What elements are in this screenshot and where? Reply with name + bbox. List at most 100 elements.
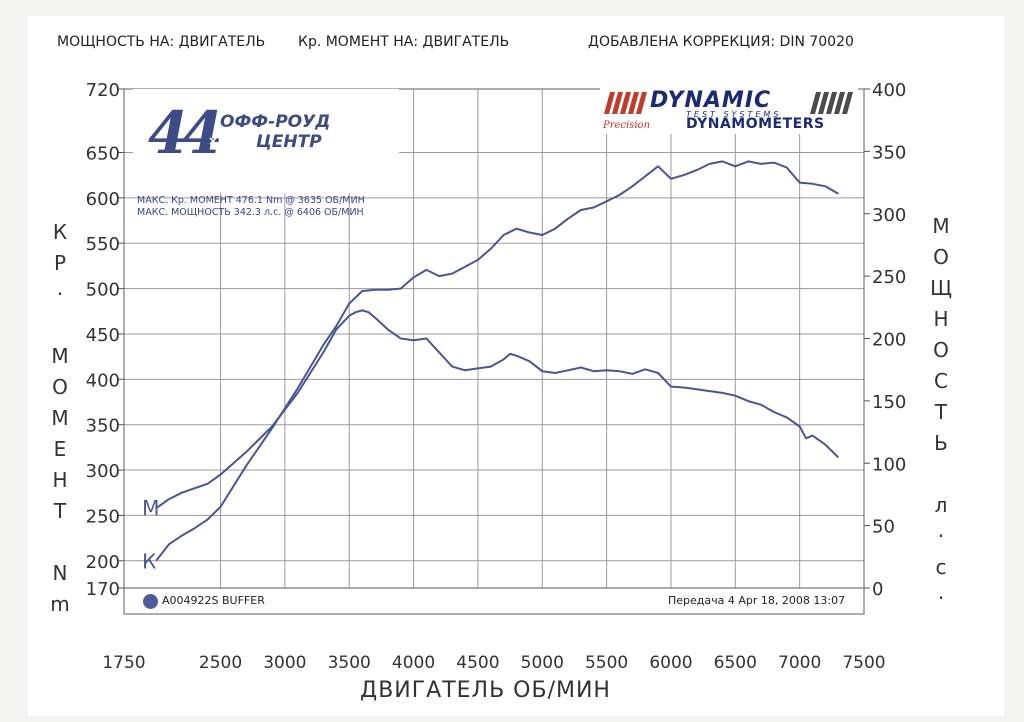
brand-stripe-0-0 (604, 92, 615, 114)
y-left-axis-title-char-3 (45, 315, 75, 346)
x-tick-label-3000: 3000 (263, 653, 306, 673)
y-left-axis-title-char-12: m (50, 592, 70, 616)
y-left-axis-title-char-10 (45, 532, 75, 563)
y-left-axis-title-char-6: М (51, 406, 69, 430)
series-label-1: К (142, 550, 156, 574)
brand-stripe-1-2 (826, 92, 837, 114)
y-left-tick-label-400: 400 (86, 370, 120, 391)
series-labels: MК (142, 496, 159, 573)
y-left-axis-title-char-5: О (52, 375, 68, 399)
brand-stripes-left-icon (604, 92, 647, 114)
y-left-tick-label-720: 720 (86, 80, 120, 101)
legend-run-name: A004922S BUFFER (162, 594, 265, 607)
x-tick-label-6000: 6000 (649, 653, 692, 673)
series-lines (155, 160, 840, 562)
x-tick-label-4000: 4000 (392, 653, 435, 673)
y-left-axis-title-char-1: Р (53, 251, 67, 275)
y-right-axis-title-char-3: Н (933, 307, 949, 331)
y-left-tick-label-300: 300 (86, 461, 120, 482)
series-label-0: M (142, 496, 159, 520)
max-torque-info: МАКС. Кр. МОМЕНТ 476.1 Nm @ 3635 ОБ/МИН (137, 195, 365, 206)
y-left-tick-label-250: 250 (86, 506, 120, 527)
brand-stripe-1-1 (818, 92, 829, 114)
y-right-tick-labels: 0 50 100 150 200 250 300 350 400 (872, 80, 906, 600)
y-left-tick-label-170: 170 (86, 579, 120, 600)
max-power-info: МАКС. МОЩНОСТЬ 342.3 л.с. @ 6406 ОБ/МИН (137, 207, 364, 218)
brand-subtitle: TEST SYSTEMS (686, 110, 782, 119)
y-right-tick-label-150: 150 (872, 392, 906, 413)
y-left-axis-title-char-8: Н (52, 468, 68, 492)
brand-stripe-0-3 (628, 92, 639, 114)
legend-marker-icon (143, 594, 158, 609)
y-left-tick-label-200: 200 (86, 552, 120, 573)
y-right-tick-label-100: 100 (872, 454, 906, 475)
x-axis-title: ДВИГАТЕЛЬ ОБ/МИН (360, 678, 611, 703)
y-right-axis-title-char-12: · (937, 586, 945, 610)
y-left-tick-label-600: 600 (86, 189, 120, 210)
y-left-axis-title-char-11: N (52, 561, 68, 585)
chart-grid (124, 89, 864, 588)
series-line-1 (155, 160, 839, 562)
y-left-axis-title-char-2: · (56, 282, 64, 306)
logo-digits: 44 (148, 99, 223, 167)
y-left-tick-labels: 170 200 250 300 350 400 450 500 550 600 650 720 (86, 80, 120, 600)
x-tick-label-4500: 4500 (456, 653, 499, 673)
y-right-tick-label-300: 300 (872, 205, 906, 226)
brand-precision: Precision (603, 120, 651, 131)
y-left-axis-title-char-0: К (52, 220, 68, 244)
header-correction: ДОБАВЛЕНА КОРРЕКЦИЯ: DIN 70020 (588, 34, 854, 50)
series-line-0 (155, 309, 840, 510)
brand-dynamometers: DYNAMOMETERS (686, 116, 825, 132)
y-right-tick-label-400: 400 (872, 80, 906, 101)
brand-stripe-1-0 (810, 92, 821, 114)
y-right-axis-title-char-10: · (937, 524, 945, 548)
plot-border (123, 88, 865, 615)
y-left-tick-label-500: 500 (86, 280, 120, 301)
y-right-axis-title-char-1: О (933, 245, 949, 269)
brand-stripe-0-2 (620, 92, 631, 114)
brand-stripe-0-1 (612, 92, 623, 114)
logo-line2: ЦЕНТР (256, 132, 322, 152)
y-right-axis-title-char-11: с (935, 555, 947, 579)
logo-panel (133, 89, 399, 193)
y-right-tick-label-0: 0 (872, 579, 883, 600)
header-torque-at: Кр. МОМЕНТ НА: ДВИГАТЕЛЬ (298, 34, 510, 50)
y-right-axis-title-char-2: Щ (930, 276, 952, 300)
y-right-axis-title-char-4: О (933, 338, 949, 362)
y-left-axis-title-char-4: М (51, 344, 69, 368)
x-tick-label-7000: 7000 (778, 653, 821, 673)
brand-stripe-0-4 (636, 92, 647, 114)
x-tick-label-1750: 1750 (102, 653, 145, 673)
x-tick-label-7500: 7500 (842, 653, 885, 673)
y-right-axis-title-char-8 (926, 464, 956, 495)
x-tick-label-3500: 3500 (328, 653, 371, 673)
brand-stripe-1-4 (842, 92, 853, 114)
y-left-axis-title-char-7: Е (53, 437, 67, 461)
transfer-info: Передача 4 Apr 18, 2008 13:07 (668, 594, 846, 607)
y-right-axis-title-char-5: С (934, 369, 948, 393)
x-tick-label-5000: 5000 (521, 653, 564, 673)
y-right-axis-title-char-0: М (932, 214, 950, 238)
x-tick-label-2500: 2500 (199, 653, 242, 673)
header-power-at: МОЩНОСТЬ НА: ДВИГАТЕЛЬ (57, 34, 266, 50)
chart-frame (118, 88, 870, 615)
y-right-axis-title-char-6: Т (934, 400, 948, 424)
logo-line1: ОФФ-РОУД (220, 112, 331, 132)
y-left-axis-title-char-9: Т (53, 499, 67, 523)
brand-stripe-1-3 (834, 92, 845, 114)
x-tick-labels: 1750 2500 3000 3500 4000 4500 5000 5500 6000 6500… (102, 653, 885, 673)
y-right-tick-label-350: 350 (872, 142, 906, 163)
brand-stripes-right-icon (810, 92, 853, 114)
x-tick-label-6500: 6500 (714, 653, 757, 673)
y-left-tick-label-650: 650 (86, 144, 120, 165)
y-right-tick-label-250: 250 (872, 267, 906, 288)
logo-cross: × (208, 134, 219, 148)
y-left-tick-label-550: 550 (86, 234, 120, 255)
y-right-tick-label-200: 200 (872, 330, 906, 351)
brand-name: DYNAMIC (650, 88, 772, 113)
y-right-tick-label-50: 50 (872, 517, 895, 538)
y-left-tick-label-350: 350 (86, 416, 120, 437)
